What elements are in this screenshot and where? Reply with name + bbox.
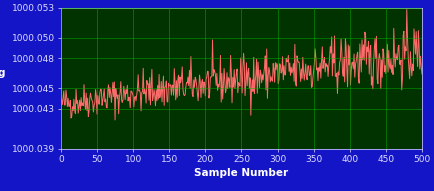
X-axis label: Sample Number: Sample Number	[194, 168, 288, 178]
Y-axis label: g: g	[0, 68, 5, 78]
